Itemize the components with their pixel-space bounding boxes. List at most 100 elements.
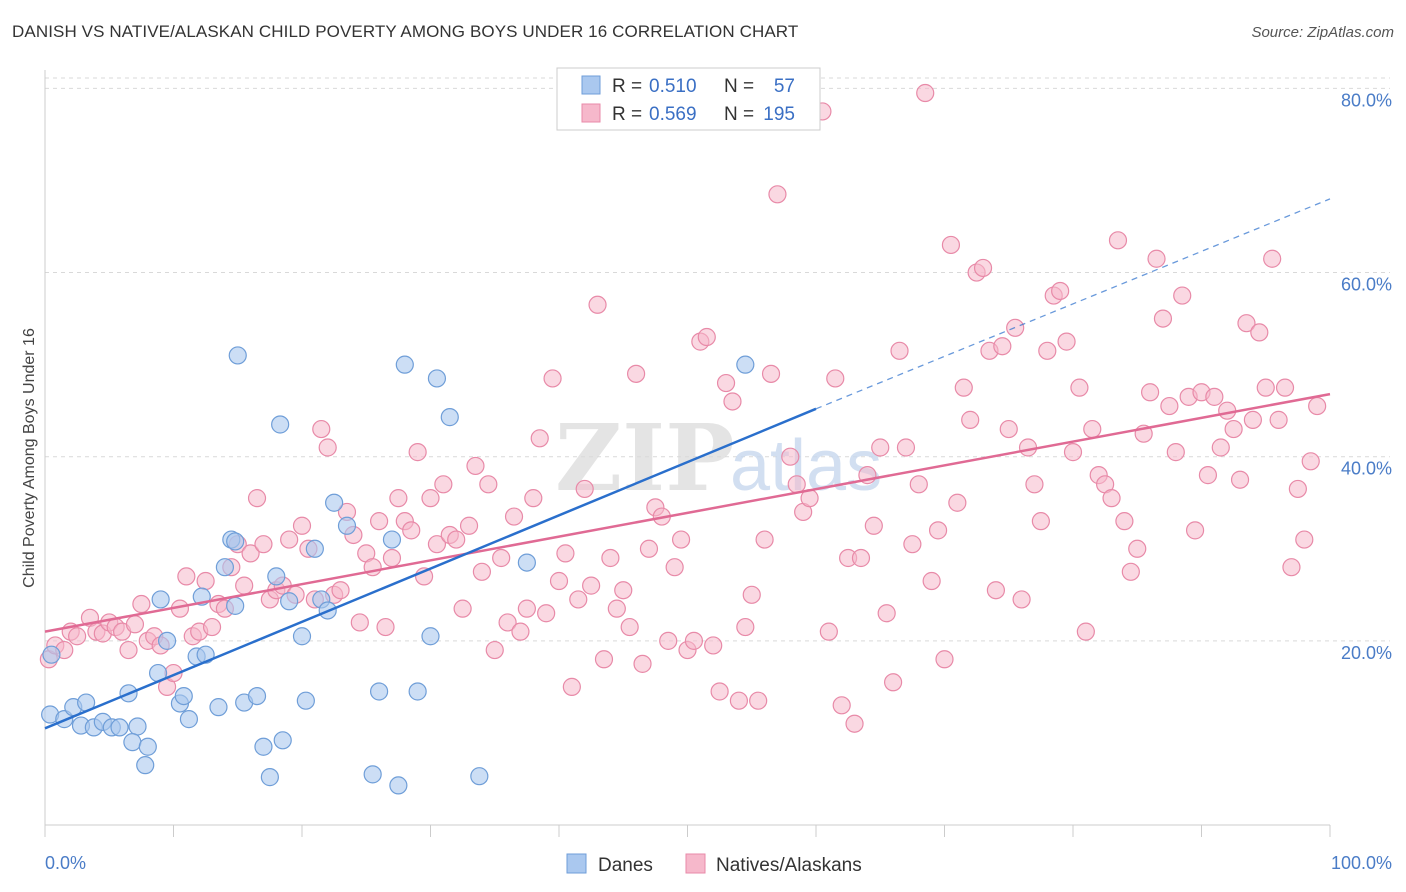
y-tick-labels: 20.0% 40.0% 60.0% 80.0% — [1341, 90, 1392, 662]
natives-point — [1108, 231, 1128, 250]
danes-point — [325, 493, 344, 512]
natives-point — [948, 493, 967, 512]
legend-swatch-danes — [581, 75, 601, 95]
x-ticks: 0.0% 100.0% — [44, 825, 1392, 873]
natives-point — [1025, 475, 1044, 494]
natives-point — [556, 544, 575, 563]
natives-point — [896, 438, 916, 457]
natives-point — [993, 337, 1012, 356]
danes-point — [179, 710, 199, 729]
natives-point — [459, 516, 479, 535]
natives-point — [254, 535, 273, 554]
danes-point — [138, 737, 157, 756]
natives-point — [1070, 378, 1089, 397]
danes-point — [42, 645, 61, 664]
danes-point — [228, 346, 247, 365]
natives-point — [755, 530, 774, 549]
natives-point — [125, 615, 145, 634]
legend-swatch-natives — [581, 103, 601, 123]
natives-point — [408, 443, 427, 462]
danes-point — [440, 408, 459, 427]
natives-point — [517, 599, 536, 618]
x-tick-label-1: 100.0% — [1331, 853, 1392, 873]
y-axis-label: Child Poverty Among Boys Under 16 — [21, 328, 38, 588]
natives-point — [68, 627, 87, 646]
legend-n-label-danes: N = — [724, 76, 754, 97]
natives-point — [382, 548, 402, 568]
x-tick-label-0: 0.0% — [45, 853, 86, 873]
natives-point — [504, 507, 524, 526]
natives-point — [1128, 539, 1147, 558]
natives-point — [472, 562, 491, 581]
danes-point — [267, 567, 286, 586]
natives-point — [1115, 512, 1134, 531]
natives-point — [710, 682, 729, 701]
natives-point — [202, 617, 222, 637]
natives-point — [453, 599, 472, 618]
natives-point — [1185, 521, 1205, 540]
natives-point — [916, 83, 935, 103]
natives-point — [434, 475, 453, 494]
natives-point — [986, 581, 1006, 600]
natives-point — [511, 622, 530, 641]
natives-point — [941, 235, 961, 255]
natives-point — [665, 558, 684, 577]
bottom-legend-label-danes: Danes — [598, 855, 653, 876]
natives-point — [588, 295, 607, 314]
danes-point — [136, 756, 155, 775]
natives-point — [723, 392, 742, 411]
natives-point — [1308, 396, 1327, 416]
natives-point — [498, 613, 517, 632]
danes-point — [389, 776, 408, 795]
natives-point — [697, 327, 716, 347]
danes-point — [151, 590, 170, 609]
danes-point — [408, 682, 427, 701]
natives-point — [922, 571, 941, 591]
natives-point — [851, 548, 871, 568]
danes-point — [174, 686, 193, 706]
danes-trend-extension — [815, 198, 1331, 410]
natives-point — [601, 548, 620, 568]
danes-point — [470, 767, 489, 786]
danes-point — [226, 532, 245, 551]
bottom-legend-swatch-natives — [685, 853, 706, 874]
danes-point — [421, 627, 440, 646]
natives-point — [1063, 443, 1083, 462]
natives-point — [864, 516, 883, 535]
natives-point — [961, 410, 980, 429]
natives-point — [132, 594, 151, 614]
danes-point — [260, 768, 279, 787]
natives-point — [639, 539, 659, 558]
natives-point — [1051, 281, 1070, 301]
natives-point — [871, 438, 890, 457]
legend-r-label-danes: R = — [612, 76, 642, 97]
natives-point — [883, 673, 903, 692]
danes-point — [427, 369, 447, 388]
natives-point — [427, 535, 447, 554]
natives-point — [331, 581, 350, 600]
natives-point — [614, 581, 633, 600]
natives-point — [530, 429, 549, 448]
danes-point — [123, 733, 142, 752]
natives-point — [1012, 590, 1031, 609]
natives-point — [845, 714, 864, 733]
natives-point — [607, 599, 626, 618]
chart-title: DANISH VS NATIVE/ALASKAN CHILD POVERTY A… — [12, 22, 799, 41]
legend-r-value-natives: 0.569 — [649, 104, 697, 125]
natives-point — [389, 489, 408, 508]
natives-point — [241, 544, 260, 563]
natives-point — [1147, 249, 1166, 268]
natives-point — [1006, 318, 1025, 337]
danes-point — [382, 530, 402, 549]
natives-point — [671, 530, 691, 549]
trend-lines — [44, 198, 1331, 730]
danes-point — [280, 592, 299, 611]
natives-point — [292, 516, 312, 535]
natives-point — [736, 617, 755, 637]
natives-point — [1160, 396, 1179, 416]
natives-point — [1173, 286, 1192, 305]
natives-point — [543, 369, 562, 388]
natives-point — [1121, 562, 1140, 581]
natives-point — [177, 567, 196, 586]
